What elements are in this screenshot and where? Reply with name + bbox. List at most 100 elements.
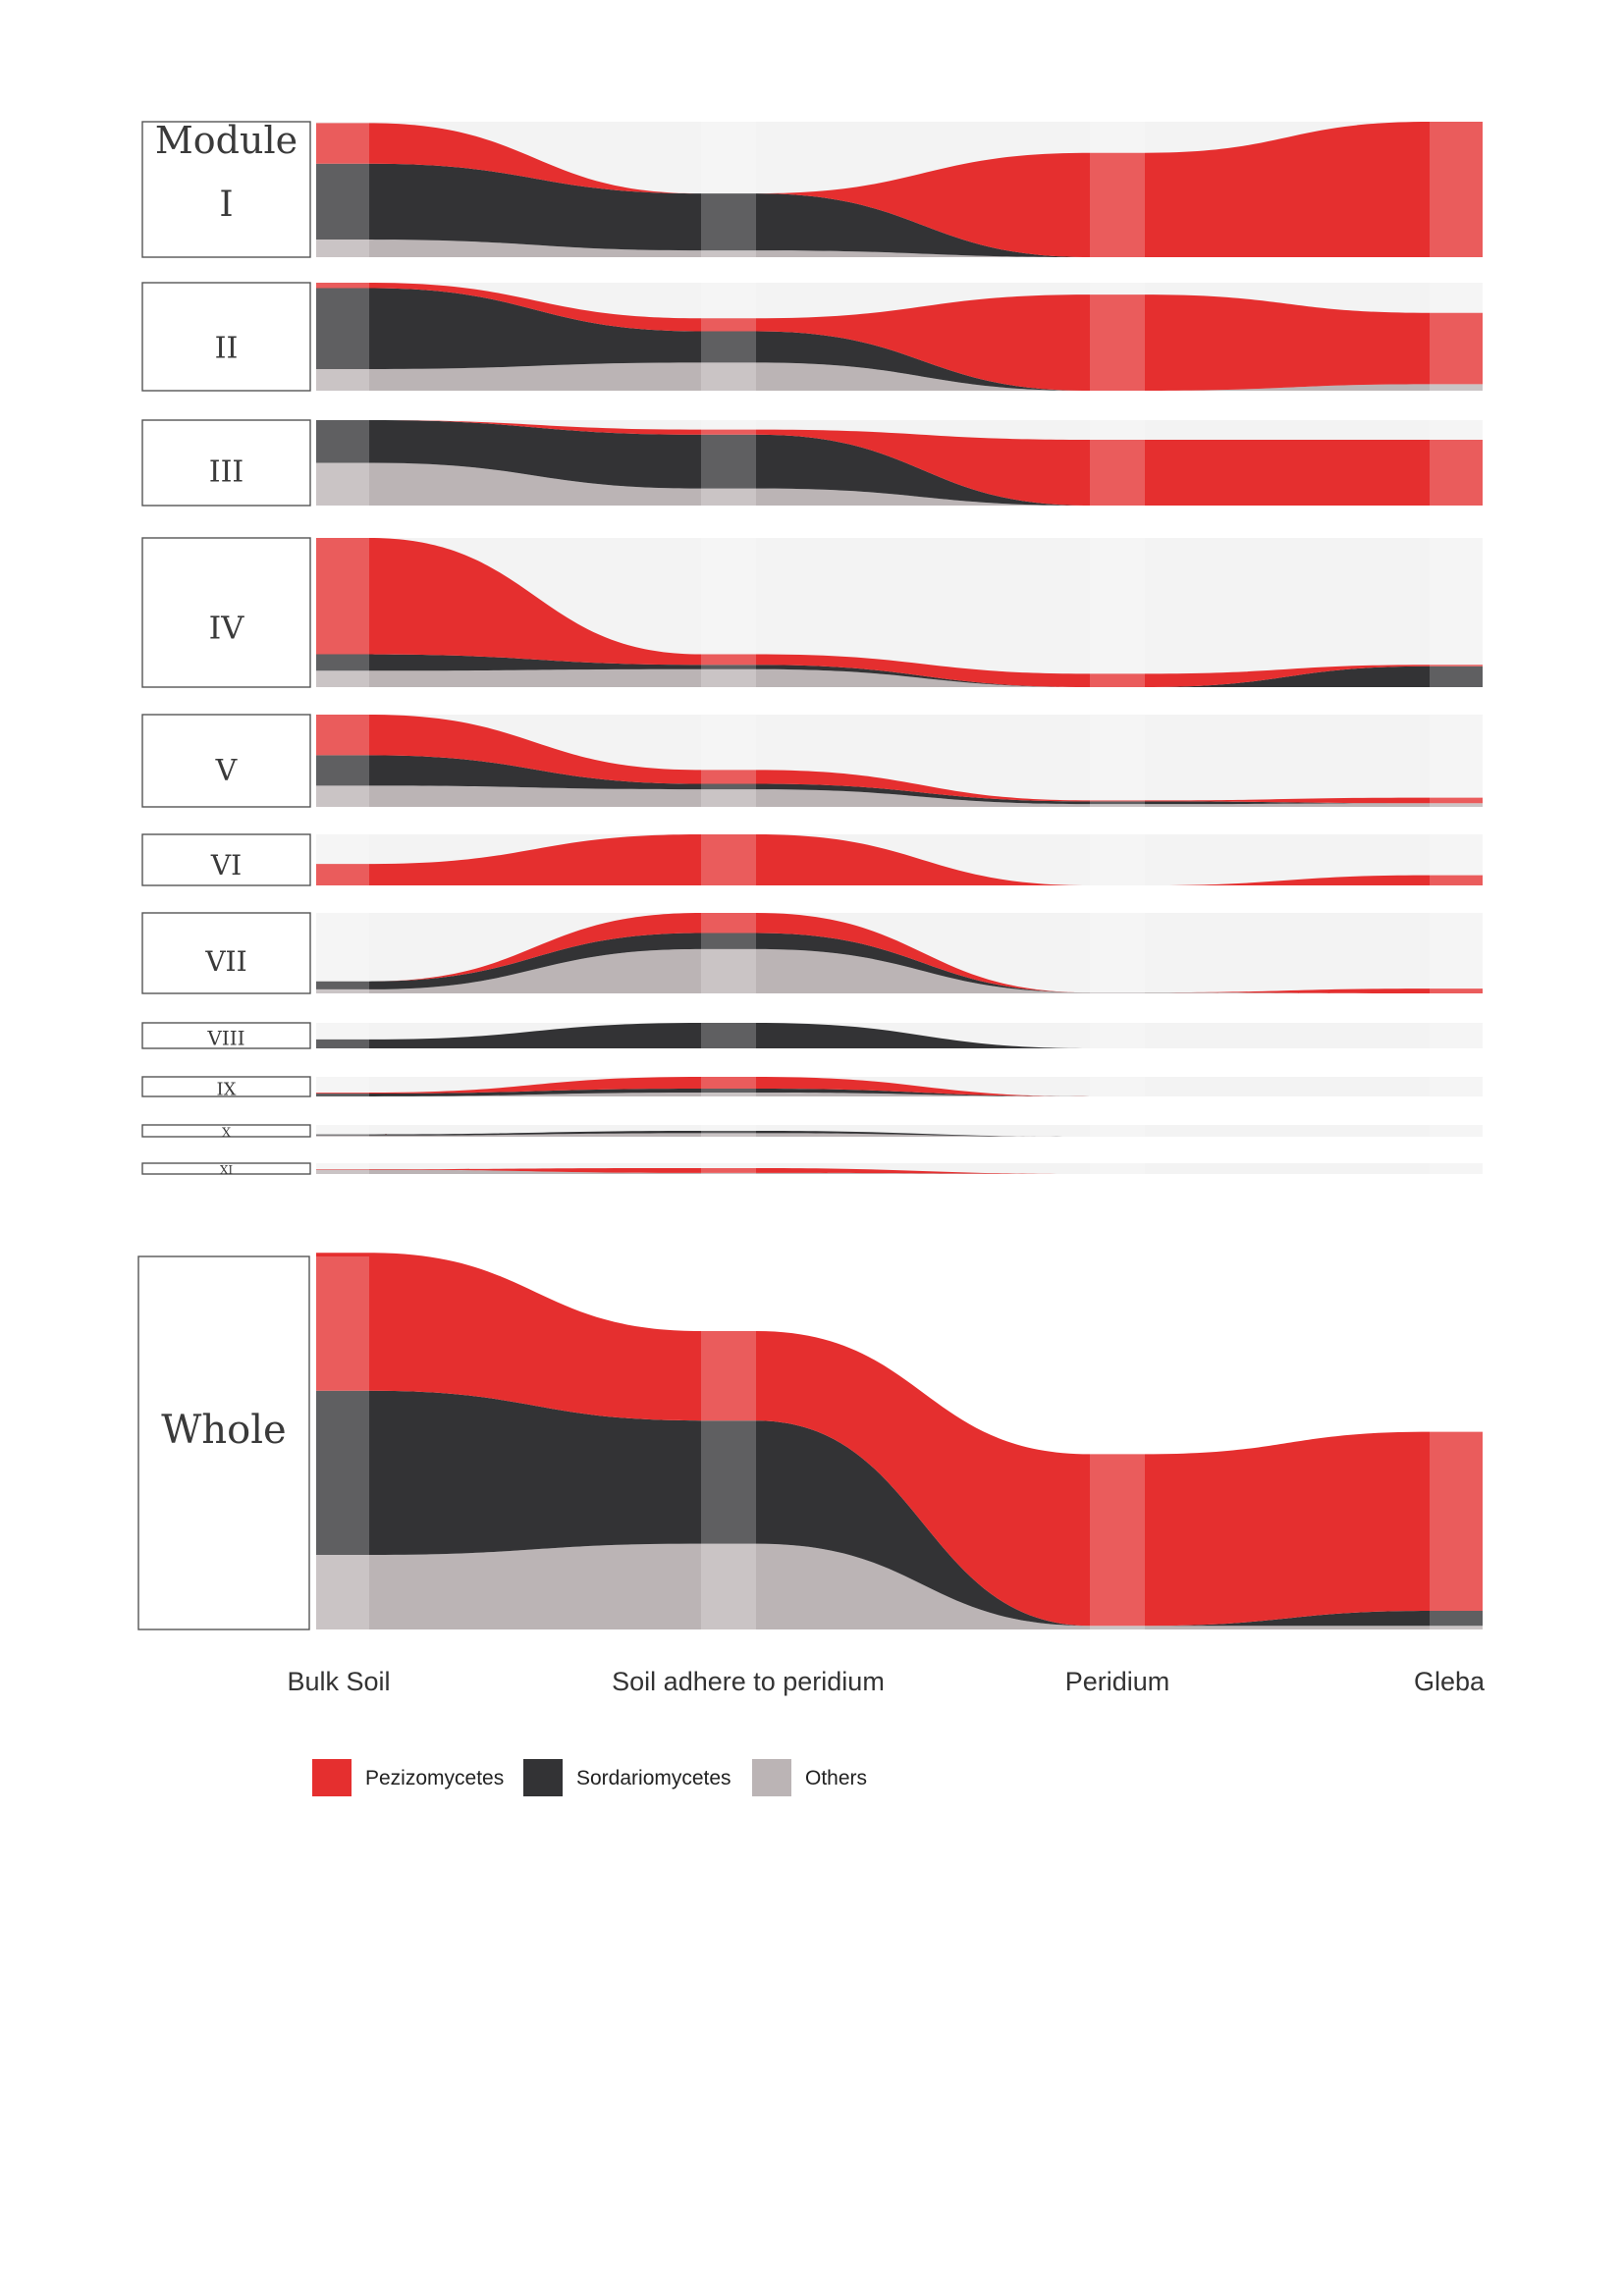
- sample-column-highlight: [701, 1023, 756, 1048]
- module-row-VII: VII: [141, 912, 1483, 994]
- module-label-box: [141, 537, 311, 688]
- area-pezizomycetes: [316, 538, 1483, 687]
- area-others: [316, 948, 1483, 993]
- module-label: III: [209, 455, 244, 490]
- module-header-label: Module: [155, 119, 298, 162]
- sample-column-highlight: [316, 420, 369, 506]
- module-row-XI: XI: [141, 1162, 1483, 1177]
- area-others: [316, 1169, 1483, 1174]
- area-pezizomycetes: [316, 420, 1483, 506]
- module-label: IX: [217, 1079, 237, 1099]
- module-label-box: [137, 1255, 310, 1630]
- sample-column-highlight: [701, 913, 756, 993]
- sample-column-highlight: [1090, 1163, 1145, 1174]
- area-pezizomycetes: [316, 1253, 1483, 1627]
- sample-column-highlight: [1090, 1077, 1145, 1096]
- module-label: X: [222, 1126, 232, 1141]
- area-pezizomycetes: [316, 122, 1483, 257]
- sample-column-highlight: [316, 715, 369, 807]
- sample-column-highlight: [1430, 1163, 1483, 1174]
- sample-column-highlight: [1430, 420, 1483, 506]
- whole-label: Whole: [161, 1408, 286, 1453]
- sample-column-highlight: [1090, 715, 1145, 807]
- sample-column-highlight: [1090, 538, 1145, 687]
- sample-column-highlight: [1090, 834, 1145, 885]
- sample-column-highlight: [316, 1163, 369, 1174]
- area-pezizomycetes: [316, 913, 1483, 993]
- sample-column-highlight: [1090, 122, 1145, 257]
- x-axis-label: Peridium: [1065, 1667, 1170, 1696]
- row-background: [316, 1163, 1483, 1174]
- sample-column-highlight: [1090, 1256, 1145, 1629]
- area-sordariomycetes: [316, 163, 1483, 257]
- sample-column-highlight: [701, 122, 756, 257]
- module-label-box: [141, 1076, 311, 1097]
- sample-column-highlight: [1090, 420, 1145, 506]
- area-pezizomycetes: [316, 1167, 1483, 1174]
- whole-row: Whole: [137, 1253, 1483, 1630]
- area-sordariomycetes: [316, 654, 1483, 687]
- area-others: [316, 362, 1483, 391]
- sample-column-highlight: [316, 538, 369, 687]
- legend-swatch: [523, 1759, 563, 1796]
- sample-column-highlight: [1430, 122, 1483, 257]
- module-row-V: V: [141, 714, 1483, 808]
- area-others: [316, 1133, 1483, 1137]
- sample-column-highlight: [1430, 1256, 1483, 1629]
- legend-label: Sordariomycetes: [576, 1767, 731, 1789]
- module-row-VIII: VIII: [141, 1022, 1483, 1050]
- module-row-X: X: [141, 1124, 1483, 1141]
- area-pezizomycetes: [316, 1077, 1483, 1096]
- module-row-IX: IX: [141, 1076, 1483, 1099]
- module-label: IV: [209, 609, 245, 646]
- sample-column-highlight: [316, 1125, 369, 1137]
- sample-column-highlight: [1430, 913, 1483, 993]
- sample-column-highlight: [701, 1256, 756, 1629]
- sample-column-highlight: [701, 834, 756, 885]
- sample-column-highlight: [701, 283, 756, 391]
- module-label-box: [141, 833, 311, 886]
- area-pezizomycetes: [316, 283, 1483, 391]
- area-others: [316, 668, 1483, 687]
- area-sordariomycetes: [316, 288, 1483, 391]
- sample-column-highlight: [316, 834, 369, 885]
- legend-swatch: [312, 1759, 352, 1796]
- sample-column-highlight: [316, 283, 369, 391]
- module-row-VI: VI: [141, 833, 1483, 886]
- module-row-II: II: [141, 282, 1483, 392]
- sample-column-highlight: [1430, 1125, 1483, 1137]
- module-label: VII: [204, 945, 246, 978]
- module-label: VIII: [206, 1027, 244, 1050]
- module-label: V: [215, 754, 239, 788]
- module-label-box: [141, 282, 311, 392]
- legend: Pezizomycetes Sordariomycetes Others: [312, 1759, 867, 1796]
- sample-column-highlight: [701, 715, 756, 807]
- module-label-box: [141, 1162, 311, 1175]
- module-label-box: [141, 714, 311, 808]
- area-sordariomycetes: [316, 420, 1483, 506]
- sample-column-highlight: [1090, 1125, 1145, 1137]
- area-others: [316, 240, 1483, 257]
- sample-column-highlight: [1430, 1023, 1483, 1048]
- sample-column-highlight: [701, 1125, 756, 1137]
- area-sordariomycetes: [316, 1089, 1483, 1096]
- module-label: VI: [210, 849, 242, 881]
- sample-column-highlight: [1430, 715, 1483, 807]
- module-label: I: [219, 185, 233, 225]
- module-label-box: [141, 121, 311, 258]
- area-sordariomycetes: [316, 1023, 1483, 1048]
- legend-label: Pezizomycetes: [365, 1767, 504, 1789]
- sample-column-highlight: [316, 913, 369, 993]
- area-sordariomycetes: [316, 1131, 1483, 1137]
- sample-column-highlight: [701, 1163, 756, 1174]
- sample-column-highlight: [1090, 1023, 1145, 1048]
- x-axis-label: Bulk Soil: [287, 1667, 390, 1696]
- sample-column-highlight: [316, 122, 369, 257]
- module-label-box: [141, 1124, 311, 1138]
- sample-column-highlight: [1430, 1077, 1483, 1096]
- sample-column-highlight: [701, 538, 756, 687]
- sample-column-highlight: [1090, 913, 1145, 993]
- module-label-box: [141, 912, 311, 994]
